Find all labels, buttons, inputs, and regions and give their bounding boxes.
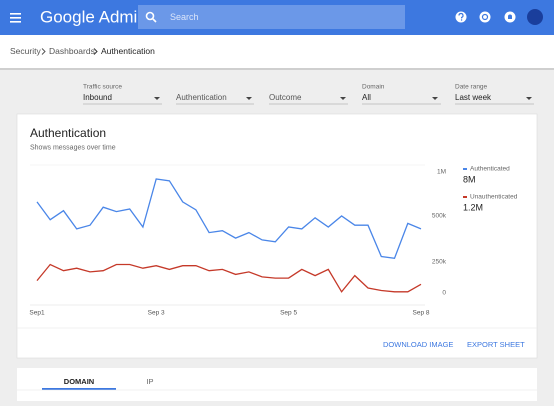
y-tick-label: 0 [442, 290, 446, 297]
breadcrumb-item[interactable]: Security [10, 46, 41, 56]
legend-total: 8M [463, 174, 476, 184]
active-tab-indicator [42, 388, 116, 390]
menu-button[interactable] [10, 13, 21, 23]
dropdown-arrow [154, 97, 160, 100]
search-icon [145, 11, 157, 23]
x-tick-label: Sep 8 [413, 310, 430, 317]
search-box[interactable] [138, 5, 405, 29]
x-tick-label: Sep 3 [148, 310, 165, 317]
plot: 1M 500k 250k 0 Sep1 Sep 3 Sep 5 Sep 8 Authentica… [29, 166, 517, 317]
legend-swatch [463, 168, 467, 170]
dropdown-arrow [432, 97, 438, 100]
tabs-card [17, 368, 537, 406]
chart-title: Authentication [30, 126, 106, 140]
chevron [41, 48, 46, 55]
filter-value[interactable]: All [362, 93, 371, 102]
x-tick-label: Sep1 [29, 310, 45, 317]
chevron [93, 48, 98, 55]
legend-swatch [463, 196, 467, 198]
tab[interactable]: IP [146, 377, 153, 386]
avatar[interactable] [527, 9, 543, 25]
series-line [36, 263, 422, 293]
y-tick-label: 500k [432, 213, 447, 220]
filter-label: Traffic source [83, 84, 122, 91]
breadcrumb-current: Authentication [101, 46, 155, 56]
y-tick-label: 1M [437, 169, 446, 176]
x-tick-label: Sep 5 [280, 310, 297, 317]
breadcrumb-item[interactable]: Dashboards [49, 46, 95, 56]
action-button[interactable]: DOWNLOAD IMAGE [383, 340, 453, 349]
dropdown-arrow [246, 97, 252, 100]
filter-row: Traffic source Inbound Authentication Ou… [83, 84, 534, 105]
tab[interactable]: DOMAIN [64, 377, 94, 386]
filter-label: Domain [362, 84, 385, 91]
action-button[interactable]: EXPORT SHEET [467, 340, 525, 349]
search-placeholder: Search [170, 12, 199, 22]
help-icon[interactable] [455, 11, 467, 23]
filter-value[interactable]: Inbound [83, 93, 112, 102]
breadcrumb-bar [0, 35, 554, 68]
notifications-icon[interactable] [504, 11, 516, 23]
app-title: Google Admin [40, 7, 147, 26]
filter-value[interactable]: Last week [455, 93, 492, 102]
account-g-icon[interactable] [479, 11, 491, 23]
dropdown-arrow [340, 97, 346, 100]
legend-total: 1.2M [463, 202, 483, 212]
legend-label: Unauthenticated [470, 194, 518, 201]
bar-shadow [0, 68, 554, 70]
filter-value[interactable]: Outcome [269, 93, 302, 102]
series-line [36, 178, 422, 260]
dropdown-arrow [526, 97, 532, 100]
chart-card [16, 113, 538, 359]
legend-label: Authenticated [470, 166, 510, 173]
filter-value[interactable]: Authentication [176, 93, 227, 102]
filter-label: Date range [455, 84, 488, 91]
y-tick-label: 250k [432, 259, 447, 266]
chart-subtitle: Shows messages over time [30, 144, 116, 151]
